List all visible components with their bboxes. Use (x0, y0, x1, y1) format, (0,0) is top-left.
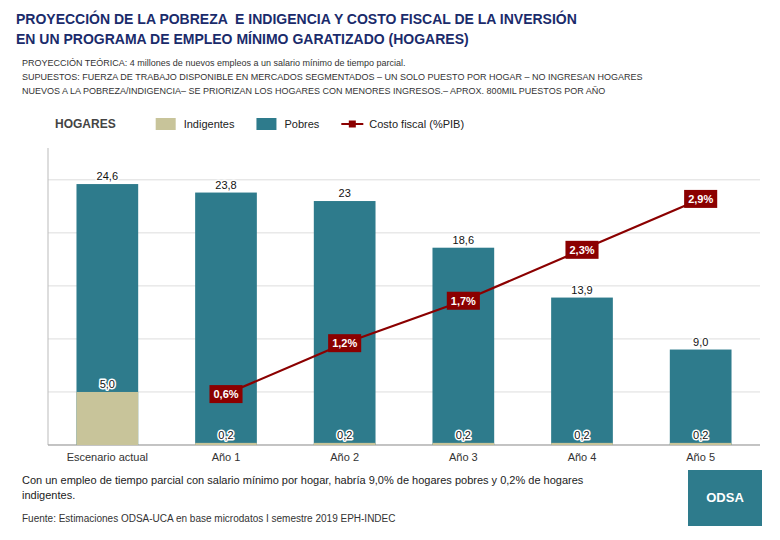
line-label: 1,2% (328, 334, 361, 352)
bar (195, 193, 257, 445)
label-box (447, 292, 480, 310)
line-label: 2,9% (684, 190, 717, 208)
bar (314, 201, 376, 445)
grid-line (48, 232, 760, 233)
x-tick-label: Escenario actual (67, 451, 148, 463)
data-label: 23,8 (215, 179, 236, 191)
legend-swatch (156, 118, 176, 130)
bar (76, 184, 138, 445)
grid (48, 180, 760, 445)
data-label: 0,2 (337, 429, 352, 441)
grid-line (48, 179, 760, 180)
x-tick-label: Año 5 (686, 451, 715, 463)
bar (670, 350, 732, 445)
grid-line (48, 445, 760, 446)
logo-text: ODSA (706, 490, 744, 505)
legend-label: Costo fiscal (%PIB) (369, 118, 464, 130)
data-label: 0,6% (213, 388, 238, 400)
data-label: 0,2 (693, 429, 708, 441)
annotation: Con un empleo de tiempo parcial con sala… (22, 474, 584, 486)
grid-line (48, 338, 760, 339)
annotation: Fuente: Estimaciones ODSA-UCA en base mi… (22, 513, 395, 524)
annotation: indigentes. (22, 489, 75, 501)
data-label: 0,2 (574, 429, 589, 441)
bar (76, 392, 138, 445)
x-tick-label: Año 3 (449, 451, 478, 463)
y-axis-label: HOGARES (55, 117, 116, 131)
x-tick-label: Año 1 (212, 451, 241, 463)
data-label: 0,2 (218, 429, 233, 441)
grid-line (48, 391, 760, 392)
bar (670, 443, 732, 445)
x-axis-line (48, 445, 760, 446)
subtitle: SUPUESTOS: FUERZA DE TRABAJO DISPONIBLE … (22, 72, 642, 82)
label-box (209, 385, 242, 403)
data-label: 2,9% (688, 193, 713, 205)
legend-swatch (349, 121, 356, 128)
marks (76, 184, 731, 445)
label-box (565, 241, 598, 259)
data-label: 1,2% (332, 337, 357, 349)
footer: Con un empleo de tiempo parcial con sala… (22, 470, 762, 526)
data-label: 23 (339, 187, 351, 199)
grid-line (48, 285, 760, 286)
data-label: 0,2 (456, 429, 471, 441)
background (0, 0, 780, 540)
bar (432, 443, 494, 445)
line-label: 1,7% (447, 292, 480, 310)
bar (551, 298, 613, 445)
legend-label: Pobres (284, 118, 319, 130)
logo-box (688, 470, 762, 526)
title: EN UN PROGRAMA DE EMPLEO MÍNIMO GARATIZA… (16, 31, 469, 47)
legend: HOGARES Indigentes Pobres Costo fiscal (%PI… (55, 117, 464, 131)
line-label: 2,3% (565, 241, 598, 259)
label-box (684, 190, 717, 208)
chart: PROYECCIÓN DE LA POBREZA E INDIGENCIA Y … (0, 0, 780, 540)
title: PROYECCIÓN DE LA POBREZA E INDIGENCIA Y … (16, 10, 577, 27)
legend-swatch (256, 118, 276, 130)
bar (195, 443, 257, 445)
bar (551, 443, 613, 445)
legend-label: Indigentes (184, 118, 235, 130)
x-tick-label: Año 4 (568, 451, 597, 463)
data-label: 2,3% (569, 244, 594, 256)
line (226, 199, 701, 394)
label-box (328, 334, 361, 352)
subtitle: NUEVOS A LA POBREZA/INDIGENCIA– SE PRIOR… (22, 86, 605, 96)
data-label: 1,7% (451, 295, 476, 307)
line-label: 0,6% (209, 385, 242, 403)
x-tick-label: Año 2 (330, 451, 359, 463)
data-label: 5,0 (100, 378, 115, 390)
subtitle: PROYECCIÓN TEÓRICA: 4 millones de nuevos… (22, 58, 406, 68)
data-label: 18,6 (453, 234, 474, 246)
bar (314, 443, 376, 445)
data-label: 13,9 (571, 284, 592, 296)
x-axis: Escenario actual Año 1 Año 2 Año 3 Año 4 Año … (67, 451, 715, 463)
data-label: 9,0 (693, 336, 708, 348)
data-labels: 5,0 0,2 0,2 0,2 0,2 0,2 24,6 23,8 23 18,6 13,9 9,0 0… (97, 170, 718, 441)
bar (432, 248, 494, 445)
y-axis-line (48, 148, 49, 445)
data-label: 24,6 (97, 170, 118, 182)
